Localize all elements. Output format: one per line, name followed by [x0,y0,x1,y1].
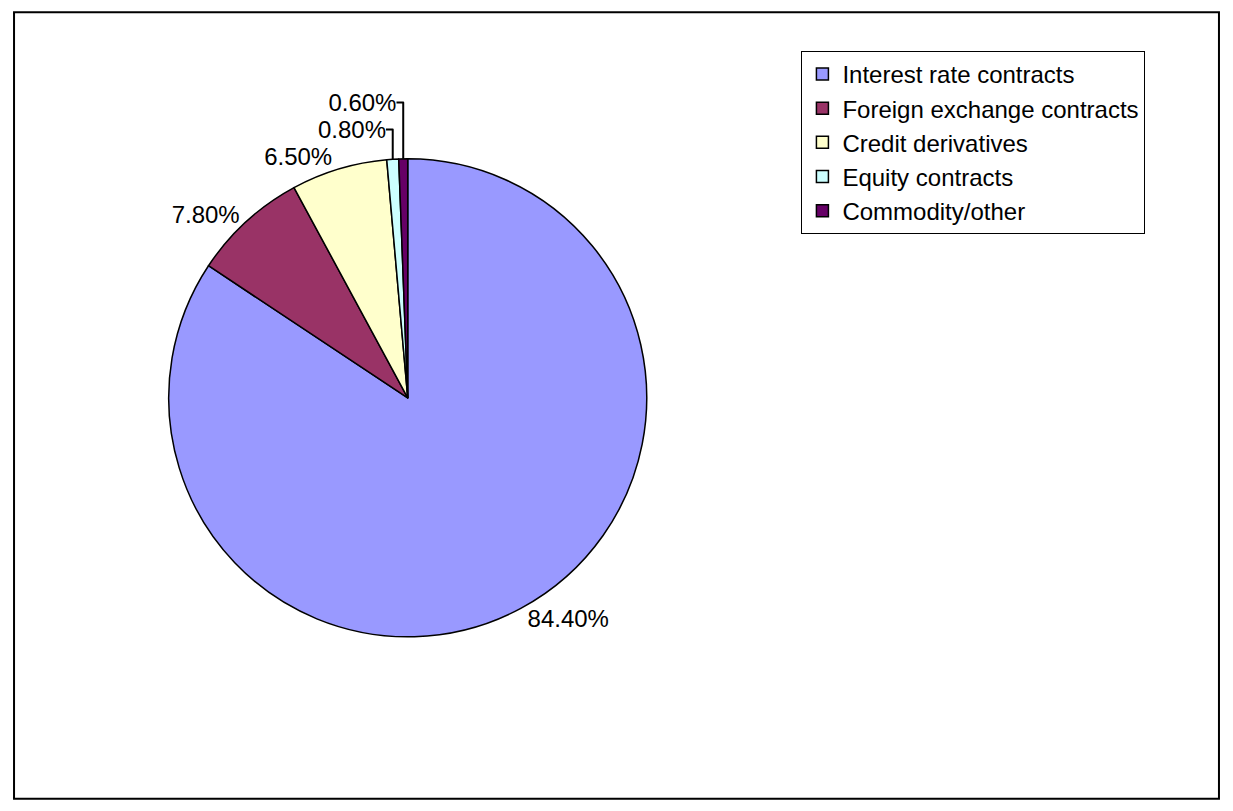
svg-text:Credit derivatives: Credit derivatives [842,130,1027,157]
svg-text:0.80%: 0.80% [318,116,386,143]
svg-text:Foreign exchange contracts: Foreign exchange contracts [842,96,1138,123]
svg-text:Commodity/other: Commodity/other [842,198,1025,225]
svg-text:Interest rate contracts: Interest rate contracts [842,61,1074,88]
svg-text:84.40%: 84.40% [528,605,609,632]
svg-text:6.50%: 6.50% [264,143,332,170]
svg-text:7.80%: 7.80% [172,201,240,228]
svg-text:0.60%: 0.60% [328,89,396,116]
svg-text:Equity contracts: Equity contracts [842,164,1013,191]
